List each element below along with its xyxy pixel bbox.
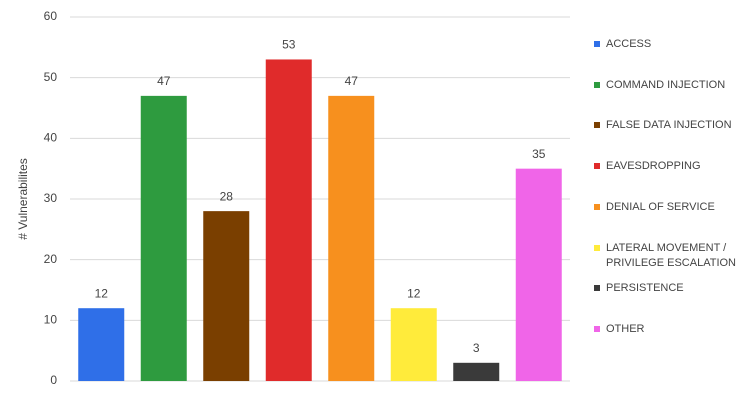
bar <box>78 308 125 381</box>
legend-swatch <box>594 41 600 47</box>
legend-item: ACCESS <box>594 37 744 52</box>
bar <box>265 59 312 381</box>
y-tick-label: 20 <box>44 252 58 266</box>
legend-item: DENIAL OF SERVICE <box>594 200 744 215</box>
legend-label: COMMAND INJECTION <box>606 78 726 91</box>
data-label: 12 <box>95 286 109 300</box>
y-tick-label: 50 <box>44 70 58 84</box>
legend-label: LATERAL MOVEMENT / PRIVILEGE ESCALATION <box>606 241 737 269</box>
legend-item: FALSE DATA INJECTION <box>594 118 744 133</box>
y-axis-label: # Vulnerabilites <box>16 158 30 240</box>
bar <box>140 95 187 381</box>
data-label: 47 <box>345 74 359 88</box>
y-tick-label: 0 <box>50 373 57 387</box>
y-tick-label: 10 <box>44 313 58 327</box>
data-label: 3 <box>473 341 480 355</box>
legend-swatch <box>594 81 600 88</box>
bar <box>203 211 250 381</box>
legend-swatch <box>594 122 600 129</box>
legend-label: OTHER <box>606 322 645 335</box>
bar <box>390 308 437 381</box>
legend-label: EAVESDROPPING <box>606 160 701 173</box>
data-label: 35 <box>532 147 546 161</box>
bar <box>515 168 562 381</box>
legend-label: PERSISTENCE <box>606 282 684 295</box>
legend-swatch <box>594 203 600 210</box>
data-label: 47 <box>157 74 171 88</box>
legend-swatch <box>594 244 600 251</box>
legend-label: DENIAL OF SERVICE <box>606 200 715 213</box>
y-tick-label: 40 <box>44 131 58 145</box>
legend-item: PERSISTENCE <box>594 281 744 296</box>
legend-swatch <box>594 285 600 292</box>
legend-swatch <box>594 325 600 332</box>
y-tick-label: 60 <box>44 9 58 23</box>
legend-item: COMMAND INJECTION <box>594 78 744 93</box>
legend-swatch <box>594 163 600 170</box>
chart: # Vulnerabilites 0 10 20 30 40 50 60 12 47 28 53 47… <box>16 9 570 387</box>
bar <box>328 95 375 381</box>
data-label: 53 <box>282 38 296 52</box>
legend-item: EAVESDROPPING <box>594 159 744 174</box>
legend-label: FALSE DATA INJECTION <box>606 119 732 132</box>
y-tick-label: 30 <box>44 191 58 205</box>
legend-label: ACCESS <box>606 38 652 50</box>
legend: ACCESS COMMAND INJECTION FALSE DATA INJECT… <box>594 0 747 400</box>
bar <box>453 362 500 381</box>
data-label: 12 <box>407 286 421 300</box>
data-label: 28 <box>220 189 234 203</box>
legend-item: LATERAL MOVEMENT / PRIVILEGE ESCALATION <box>594 241 744 271</box>
legend-item: OTHER <box>594 322 744 337</box>
